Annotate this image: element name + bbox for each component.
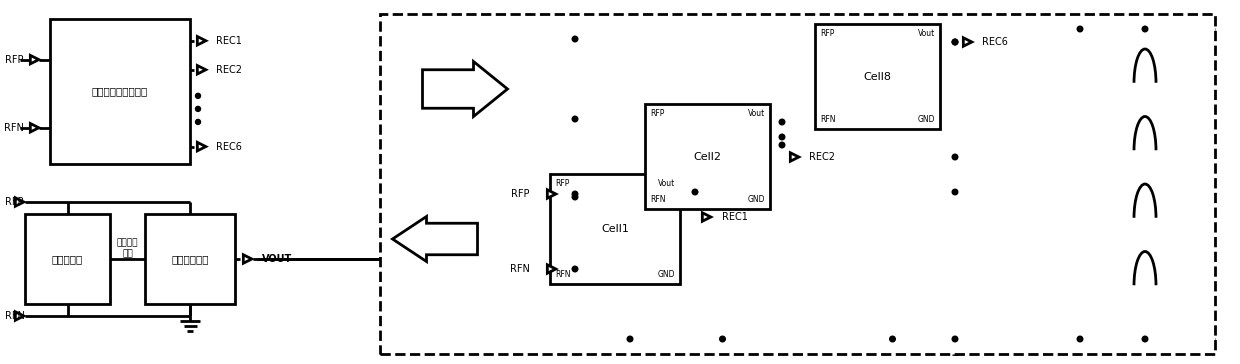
Text: RFN: RFN bbox=[556, 270, 570, 279]
Text: 多级级联主从电荷泵: 多级级联主从电荷泵 bbox=[92, 87, 148, 96]
Bar bbox=[50, 19, 190, 164]
Text: Cell2: Cell2 bbox=[693, 151, 722, 162]
Text: Vout: Vout bbox=[657, 179, 675, 188]
Circle shape bbox=[196, 93, 201, 98]
Text: RFP: RFP bbox=[511, 189, 529, 199]
Bar bbox=[379, 14, 1215, 354]
Text: RFN: RFN bbox=[4, 123, 24, 133]
Bar bbox=[25, 214, 110, 304]
Circle shape bbox=[572, 191, 578, 197]
Circle shape bbox=[952, 154, 957, 160]
Polygon shape bbox=[963, 38, 972, 46]
Circle shape bbox=[719, 336, 725, 342]
Circle shape bbox=[952, 336, 957, 342]
Circle shape bbox=[779, 119, 785, 125]
Polygon shape bbox=[243, 255, 252, 263]
Circle shape bbox=[1078, 336, 1083, 342]
Text: RFN: RFN bbox=[5, 311, 25, 321]
Circle shape bbox=[952, 39, 957, 45]
Circle shape bbox=[952, 39, 957, 45]
Polygon shape bbox=[547, 190, 556, 198]
Circle shape bbox=[779, 142, 785, 148]
Text: VOUT: VOUT bbox=[262, 254, 293, 264]
Circle shape bbox=[1142, 26, 1148, 32]
Text: RFP: RFP bbox=[556, 179, 569, 188]
Text: GND: GND bbox=[918, 115, 935, 124]
Bar bbox=[645, 104, 770, 209]
Text: Cell8: Cell8 bbox=[863, 71, 892, 82]
Text: REC6: REC6 bbox=[216, 142, 242, 151]
Text: GND: GND bbox=[748, 195, 765, 204]
Text: RFN: RFN bbox=[650, 195, 666, 204]
Polygon shape bbox=[197, 142, 206, 151]
Polygon shape bbox=[30, 55, 38, 64]
Circle shape bbox=[779, 134, 785, 140]
Circle shape bbox=[572, 116, 578, 122]
Circle shape bbox=[572, 36, 578, 42]
Circle shape bbox=[1078, 26, 1083, 32]
Text: Cell1: Cell1 bbox=[601, 224, 629, 234]
Circle shape bbox=[627, 336, 632, 342]
Bar bbox=[551, 174, 680, 284]
Circle shape bbox=[952, 189, 957, 195]
Polygon shape bbox=[15, 198, 24, 206]
Text: RFP: RFP bbox=[650, 109, 665, 118]
Text: GND: GND bbox=[657, 270, 675, 279]
Text: REC6: REC6 bbox=[982, 37, 1008, 47]
Text: RFP: RFP bbox=[820, 29, 835, 38]
Text: REC1: REC1 bbox=[722, 212, 748, 222]
Bar bbox=[145, 214, 236, 304]
Polygon shape bbox=[30, 123, 38, 132]
Polygon shape bbox=[15, 312, 24, 320]
Text: REC2: REC2 bbox=[808, 152, 835, 162]
Polygon shape bbox=[197, 36, 206, 45]
Text: RFN: RFN bbox=[820, 115, 836, 124]
Circle shape bbox=[1142, 336, 1148, 342]
Polygon shape bbox=[393, 217, 477, 261]
Text: 阈值补偿
电压: 阈值补偿 电压 bbox=[117, 238, 138, 258]
Text: REC2: REC2 bbox=[216, 65, 242, 75]
Circle shape bbox=[572, 194, 578, 200]
Text: RFP: RFP bbox=[5, 197, 24, 207]
Bar bbox=[815, 24, 940, 129]
Circle shape bbox=[196, 106, 201, 111]
Text: 辅助电荷泵: 辅助电荷泵 bbox=[52, 254, 83, 264]
Polygon shape bbox=[423, 62, 507, 116]
Polygon shape bbox=[547, 265, 556, 273]
Polygon shape bbox=[790, 153, 799, 161]
Circle shape bbox=[692, 189, 698, 195]
Text: REC1: REC1 bbox=[216, 36, 242, 46]
Circle shape bbox=[572, 266, 578, 272]
Text: Vout: Vout bbox=[748, 109, 765, 118]
Text: RFN: RFN bbox=[510, 264, 529, 274]
Polygon shape bbox=[702, 213, 711, 221]
Text: Vout: Vout bbox=[918, 29, 935, 38]
Circle shape bbox=[196, 119, 201, 124]
Circle shape bbox=[890, 336, 895, 342]
Text: 主整流电荷泵: 主整流电荷泵 bbox=[171, 254, 208, 264]
Text: RFP: RFP bbox=[5, 55, 24, 64]
Polygon shape bbox=[197, 66, 206, 74]
